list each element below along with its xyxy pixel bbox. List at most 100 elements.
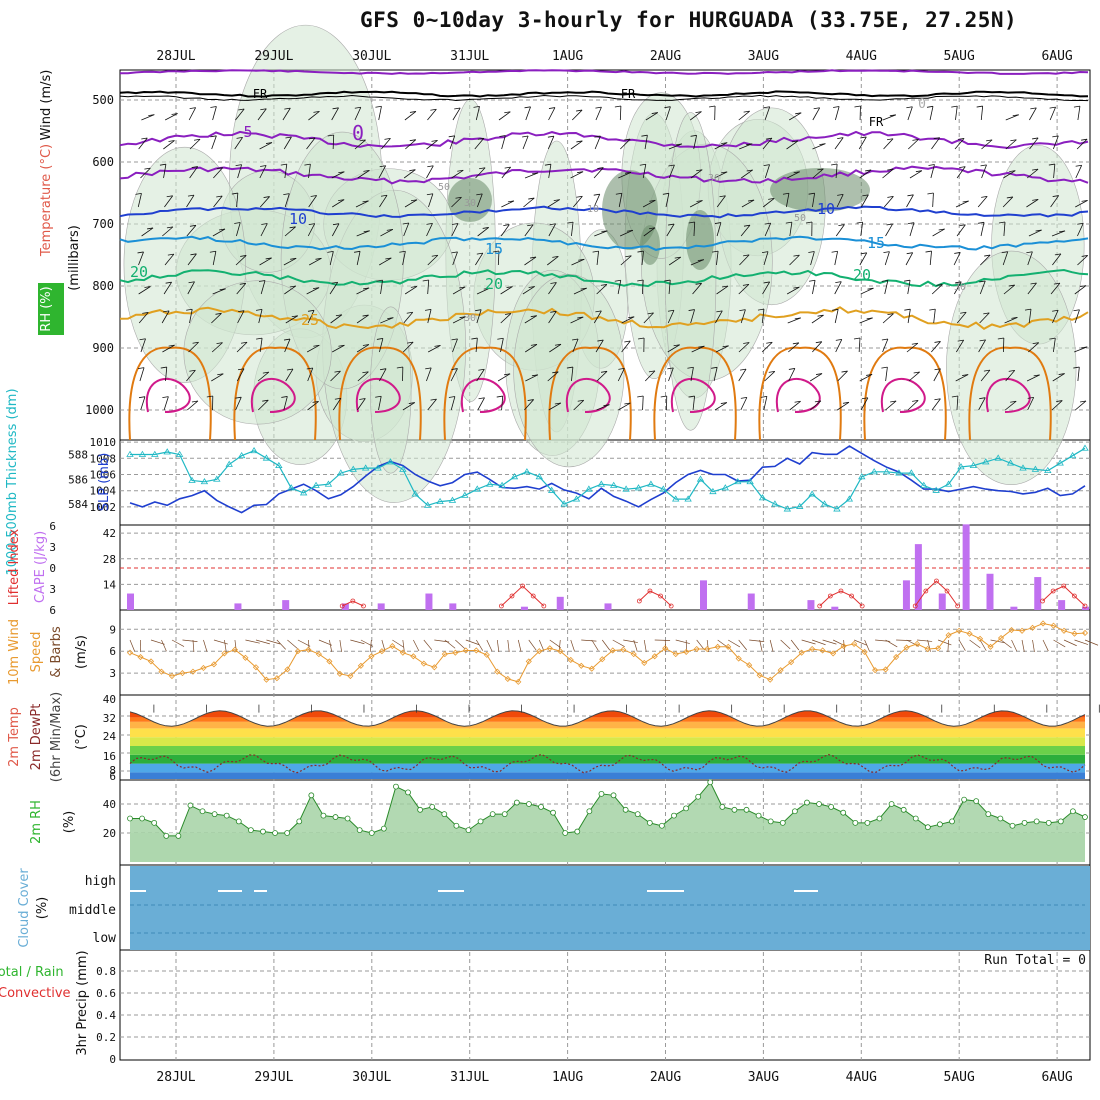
wind-barb <box>524 344 538 353</box>
wind-barb <box>789 222 793 237</box>
temp-bands <box>130 710 1085 779</box>
temp-35-contour <box>355 377 401 413</box>
wind10-barb <box>759 639 763 652</box>
wind-barb <box>282 107 291 121</box>
li-marker <box>817 603 823 609</box>
wind-barb <box>642 395 644 411</box>
thickness-marker <box>758 494 767 501</box>
wind10-marker <box>137 653 144 661</box>
thickness-marker <box>411 490 419 497</box>
wind-barb <box>645 112 658 121</box>
rh-label-10: 10 <box>587 204 599 215</box>
wind-barb <box>834 137 844 150</box>
rh2m-marker <box>1057 818 1064 825</box>
wind-barb-flag <box>761 251 769 254</box>
wind10-barb <box>234 639 237 652</box>
wind-barb-flag <box>667 309 675 312</box>
wind-barb-flag <box>833 106 840 108</box>
wind-barb <box>1074 309 1080 324</box>
temp-35-contour <box>145 377 191 413</box>
wind-barb <box>236 368 245 382</box>
temp-band <box>130 717 1085 722</box>
wind-barb <box>668 256 681 266</box>
wind-barb <box>188 341 199 353</box>
wind-barb-flag <box>979 397 986 400</box>
wind10-barb <box>245 639 260 644</box>
wind-barb <box>547 256 559 266</box>
wind-barb-flag <box>639 163 646 166</box>
wind10-marker <box>609 647 616 654</box>
wind10-marker <box>536 648 543 655</box>
wind-barb-flag <box>313 287 320 289</box>
thickness-marker <box>361 464 370 471</box>
wind10-barb <box>728 639 741 648</box>
wind10-barbs-label: & Barbs <box>49 626 64 678</box>
rh2m-marker <box>308 792 315 799</box>
wind10-marker <box>987 643 994 650</box>
wind-barb-flag <box>240 255 247 257</box>
wind-barb-flag <box>760 395 767 398</box>
wind-barb-flag <box>628 316 635 319</box>
wind-barb <box>621 316 635 324</box>
contour-label-fr: FR <box>621 87 636 101</box>
wind-barb-flag <box>206 395 213 398</box>
wind-barb-flag <box>881 338 888 341</box>
wind10-marker <box>809 645 816 653</box>
wind-barb <box>954 138 965 150</box>
thickness-marker <box>684 495 692 502</box>
wind-barb-flag <box>641 134 648 137</box>
wind-barb <box>307 401 319 411</box>
wind-barb <box>884 280 889 295</box>
wind10-barb <box>129 639 135 652</box>
wind-barb-flag <box>997 337 1004 340</box>
thickness-marker <box>572 495 581 502</box>
wind-barb-flag <box>1035 229 1042 232</box>
thickness-marker <box>250 446 258 454</box>
wind-barb <box>260 280 266 295</box>
rh2m-marker <box>501 811 508 818</box>
wind-barb-flag <box>766 341 773 344</box>
wind-barb <box>404 286 418 295</box>
rh2m-area <box>130 782 1085 862</box>
wind10-marker <box>620 646 627 653</box>
wind-barb-flag <box>431 139 438 142</box>
wind-barb-flag <box>649 199 656 202</box>
temp-20-contour <box>119 268 1089 288</box>
wind-barb <box>138 286 151 295</box>
thickness-marker <box>299 489 308 496</box>
wind-barb-flag <box>1010 400 1017 403</box>
li-marker <box>912 603 918 609</box>
wind-barb <box>666 223 675 237</box>
wind-barb <box>356 230 370 237</box>
wind-barb-flag <box>838 224 845 227</box>
wind-barb <box>356 287 370 295</box>
wind-barb-flag <box>1032 342 1039 345</box>
wind-barb-flag <box>925 250 932 253</box>
wind-barb <box>187 253 197 266</box>
thickness-marker <box>870 468 878 475</box>
wind-barb <box>762 281 771 295</box>
wind-barb-flag <box>409 111 417 113</box>
wind-barb <box>980 369 991 382</box>
wind-barb-flag <box>430 398 437 401</box>
wind-barb-flag <box>359 139 366 142</box>
cloud-unit: (%) <box>35 897 50 920</box>
wind10-barb <box>738 639 747 651</box>
cape-bar <box>962 524 970 610</box>
wind-barb <box>788 368 796 382</box>
wind-barb-flag <box>957 339 964 342</box>
wind-barb <box>211 373 224 382</box>
rh2m-marker <box>296 818 303 825</box>
wind10-title: 10m Wind <box>7 619 22 685</box>
wind-barb <box>907 106 913 121</box>
rh2m-marker <box>598 790 605 797</box>
li-marker <box>838 588 844 594</box>
wind10-marker <box>441 651 448 658</box>
cape-bar <box>449 603 457 610</box>
wind10-marker <box>179 670 186 677</box>
thickness-marker <box>523 468 531 475</box>
li-marker <box>658 593 663 599</box>
wind-barb-flag <box>262 399 269 402</box>
wind10-barb <box>675 639 690 644</box>
wind-tick: 6 <box>109 645 116 658</box>
